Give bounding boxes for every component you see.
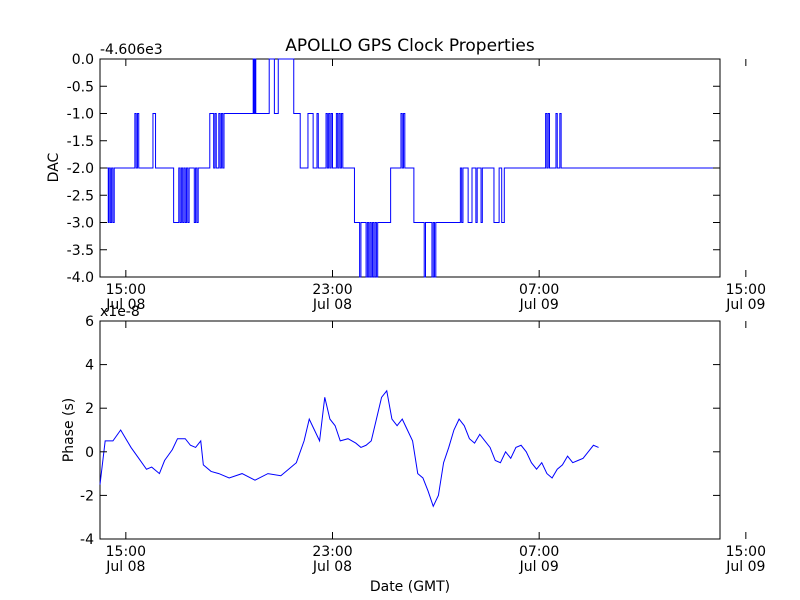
phase-series-line: [99, 389, 599, 508]
dac-y-tick-label: -3.0: [67, 216, 94, 232]
phase-y-tick-label: -2: [80, 488, 94, 504]
phase-x-tick-date: Jul 08: [312, 559, 352, 575]
phase-x-tick-time: 07:00: [519, 544, 559, 560]
chart-title: APOLLO GPS Clock Properties: [285, 36, 535, 56]
phase-x-tick-date: Jul 09: [519, 559, 559, 575]
phase-x-tick-time: 23:00: [312, 544, 352, 560]
dac-y-tick-label: -0.5: [67, 79, 94, 95]
dac-x-tick-date: Jul 08: [105, 297, 145, 313]
dac-x-tick-time: 23:00: [312, 282, 352, 298]
dac-series-line: [100, 58, 720, 278]
dac-y-ticks: 0.0 -0.5 -1.0 -1.5 -2.0 -2.5 -3.0 -3.5 -4.0: [67, 52, 720, 286]
phase-x-tick-date: Jul 09: [725, 559, 765, 575]
dac-x-tick-time: 15:00: [726, 282, 766, 298]
dac-y-tick-label: -1.0: [67, 107, 94, 123]
dac-offset-label: -4.606e3: [100, 42, 163, 58]
dac-x-tick-date: Jul 09: [519, 297, 559, 313]
phase-plot-frame: [99, 320, 721, 540]
phase-y-ticks: 6 4 2 0 -2 -4: [80, 314, 720, 548]
dac-x-tick-date: Jul 08: [312, 297, 352, 313]
dac-x-tick-date: Jul 09: [725, 297, 765, 313]
dac-y-tick-label: 0.0: [72, 52, 94, 68]
phase-y-tick-label: 4: [85, 358, 94, 374]
phase-axes: x1e-8 Phase (s) Date (GMT) 6 4 2 0 -2 -4 15:0…: [61, 304, 766, 595]
dac-y-tick-label: -1.5: [67, 134, 94, 150]
phase-y-tick-label: 2: [85, 401, 94, 417]
dac-y-tick-label: -2.0: [67, 161, 94, 177]
phase-y-tick-label: 6: [85, 314, 94, 330]
phase-marks: [99, 389, 599, 508]
phase-x-axis-label: Date (GMT): [370, 579, 450, 595]
dac-y-tick-label: -4.0: [67, 270, 94, 286]
phase-y-tick-label: -4: [80, 532, 94, 548]
dac-y-tick-label: -2.5: [67, 188, 94, 204]
dac-y-tick-label: -3.5: [67, 243, 94, 259]
phase-x-tick-date: Jul 08: [105, 559, 145, 575]
phase-x-tick-time: 15:00: [726, 544, 766, 560]
phase-y-tick-label: 0: [85, 445, 94, 461]
phase-y-axis-label: Phase (s): [61, 398, 77, 462]
dac-x-tick-time: 07:00: [519, 282, 559, 298]
dac-x-tick-time: 15:00: [106, 282, 146, 298]
dac-marks: [100, 58, 720, 278]
phase-offset-label: x1e-8: [100, 304, 140, 320]
dac-y-axis-label: DAC: [46, 152, 62, 182]
phase-x-tick-time: 15:00: [106, 544, 146, 560]
dac-axes: -4.606e3 DAC 0.0 -0.5 -1.0 -1.5 -2.0 -2.5 -3.0…: [46, 42, 766, 313]
